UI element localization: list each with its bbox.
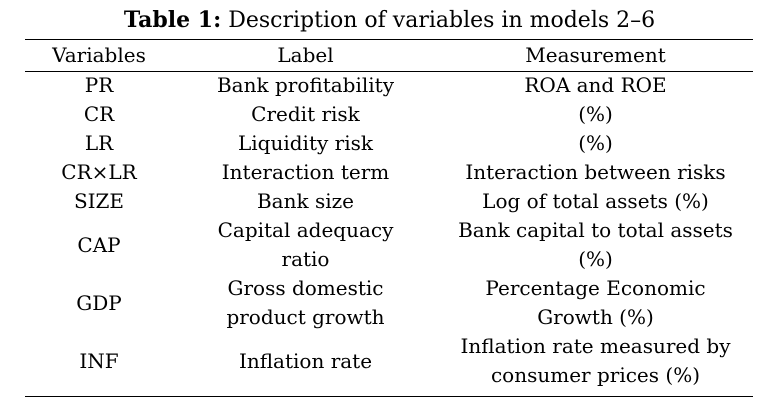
- table-row: CR Credit risk (%): [25, 100, 753, 129]
- table-row: INF Inflation rate Inflation rate measur…: [25, 332, 753, 390]
- label-cell: Gross domestic product growth: [173, 274, 438, 332]
- header-rule: [25, 71, 753, 72]
- measurement-cell: Percentage Economic Growth (%): [438, 274, 753, 332]
- header-row: Variables Label Measurement: [25, 39, 753, 71]
- label-cell: Liquidity risk: [238, 131, 373, 155]
- header-variables: Variables: [52, 42, 146, 67]
- header-measurement: Measurement: [525, 42, 666, 67]
- bottom-rule: [25, 396, 753, 397]
- table-row: GDP Gross domestic product growth Percen…: [25, 274, 753, 332]
- label-text: Gross domestic product growth: [226, 276, 385, 329]
- measurement-text: Inflation rate measured by consumer pric…: [460, 334, 731, 387]
- variable-cell: CAP: [77, 232, 121, 257]
- label-cell: Bank profitability: [216, 73, 394, 97]
- measurement-cell: ROA and ROE: [524, 73, 667, 97]
- measurement-cell: (%): [578, 131, 613, 155]
- table-row: CAP Capital adequacy ratio Bank capital …: [25, 216, 753, 274]
- variable-cell: LR: [84, 131, 114, 155]
- measurement-text: Percentage Economic Growth (%): [485, 276, 706, 329]
- table-row: SIZE Bank size Log of total assets (%): [25, 187, 753, 216]
- header-label: Label: [277, 42, 334, 67]
- variable-cell: INF: [79, 348, 119, 373]
- table-number: Table 1:: [123, 7, 222, 33]
- label-cell: Bank size: [256, 189, 354, 213]
- label-cell: Inflation rate: [238, 348, 373, 373]
- measurement-cell: Inflation rate measured by consumer pric…: [438, 332, 753, 390]
- top-rule: [25, 39, 753, 40]
- variable-cell: CR×LR: [61, 160, 137, 184]
- table-caption: Table 1: Description of variables in mod…: [0, 5, 779, 36]
- measurement-cell: Log of total assets (%): [482, 189, 709, 213]
- table-row: CR×LR Interaction term Interaction betwe…: [25, 158, 753, 187]
- measurement-cell: Bank capital to total assets (%): [438, 216, 753, 274]
- variable-cell: CR: [83, 102, 115, 126]
- variable-cell: PR: [84, 73, 114, 97]
- table-row: PR Bank profitability ROA and ROE: [25, 71, 753, 100]
- label-cell: Credit risk: [251, 102, 360, 126]
- variables-table: Variables Label Measurement PR Bank prof…: [25, 39, 753, 390]
- table-title: Description of variables in models 2–6: [228, 8, 656, 33]
- label-cell: Interaction term: [221, 160, 390, 184]
- label-cell: Capital adequacy ratio: [173, 216, 438, 274]
- table-row: LR Liquidity risk (%): [25, 129, 753, 158]
- variable-cell: SIZE: [73, 189, 125, 213]
- label-text: Capital adequacy ratio: [217, 218, 394, 271]
- measurement-cell: Interaction between risks: [465, 160, 726, 184]
- measurement-text: Bank capital to total assets (%): [458, 218, 733, 271]
- variable-cell: GDP: [76, 290, 122, 315]
- measurement-cell: (%): [578, 102, 613, 126]
